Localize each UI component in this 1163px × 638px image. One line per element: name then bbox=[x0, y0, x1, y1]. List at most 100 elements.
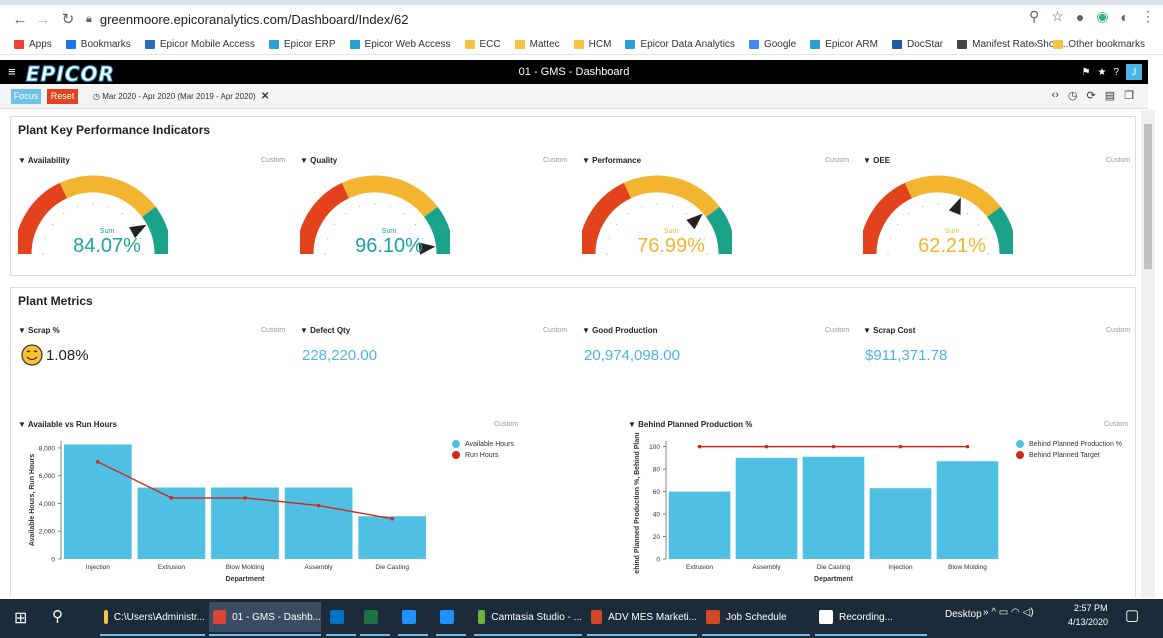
history-icon[interactable]: ◷ bbox=[1067, 90, 1078, 102]
taskbar-app[interactable] bbox=[398, 602, 428, 632]
chart-widget-label[interactable]: ▼ Behind Planned Production % bbox=[628, 420, 752, 429]
gauge-widget-label[interactable]: ▼ OEE bbox=[863, 156, 890, 165]
star-icon[interactable]: ☆ bbox=[1051, 8, 1064, 24]
metric-custom-link[interactable]: Custom bbox=[261, 327, 286, 334]
help-icon[interactable]: ? bbox=[1113, 66, 1119, 78]
favorite-star-icon[interactable]: ★ bbox=[1097, 66, 1107, 78]
bookmark-item[interactable]: Google bbox=[748, 39, 796, 50]
bar[interactable] bbox=[735, 457, 798, 559]
zoom-icon[interactable]: ⚲ bbox=[1029, 8, 1040, 24]
bookmark-item[interactable]: Apps bbox=[14, 39, 52, 50]
hamburger-menu-icon[interactable]: ≡ bbox=[8, 64, 16, 79]
desktop-toolbar[interactable]: Desktop bbox=[945, 609, 982, 620]
address-bar[interactable]: 🔒︎ greenmoore.epicoranalytics.com/Dashbo… bbox=[86, 8, 1048, 30]
copy-icon[interactable]: ❐ bbox=[1124, 90, 1134, 102]
bar[interactable] bbox=[668, 491, 731, 559]
refresh-icon[interactable]: ⟳ bbox=[1086, 90, 1096, 102]
metric-custom-link[interactable]: Custom bbox=[1106, 327, 1131, 334]
metric-widget-label[interactable]: ▼ Scrap Cost bbox=[863, 326, 915, 335]
reset-button[interactable]: Reset bbox=[47, 89, 78, 104]
windows-start-icon[interactable]: ⊞ bbox=[14, 610, 28, 627]
kebab-menu-icon[interactable]: ⋮ bbox=[1141, 8, 1155, 24]
gauge-custom-link[interactable]: Custom bbox=[1106, 157, 1131, 164]
gauge-custom-link[interactable]: Custom bbox=[543, 157, 568, 164]
bar[interactable] bbox=[869, 488, 932, 559]
bar[interactable] bbox=[936, 461, 999, 559]
clock-date[interactable]: 4/13/2020 bbox=[1068, 617, 1109, 627]
scrollbar-thumb[interactable] bbox=[1144, 124, 1152, 269]
bookmark-item[interactable]: Epicor Mobile Access bbox=[144, 39, 255, 50]
chart-custom-link[interactable]: Custom bbox=[1104, 421, 1129, 428]
gauge-widget-label[interactable]: ▼ Performance bbox=[582, 156, 641, 165]
metric-widget-label[interactable]: ▼ Scrap % bbox=[18, 326, 60, 335]
bookmark-item[interactable]: Mattec bbox=[514, 39, 560, 50]
line-point[interactable] bbox=[169, 496, 174, 500]
date-range-filter[interactable]: ◷ Mar 2020 - Apr 2020 (Mar 2019 - Apr 20… bbox=[93, 91, 269, 102]
legend-item[interactable]: Available Hours bbox=[452, 440, 514, 448]
print-icon[interactable]: ▤ bbox=[1104, 90, 1116, 102]
bar[interactable] bbox=[802, 456, 865, 559]
taskbar-app[interactable]: ADV MES Marketi... bbox=[587, 602, 697, 632]
gauge-widget-label[interactable]: ▼ Quality bbox=[300, 156, 337, 165]
focus-button[interactable]: Focus bbox=[11, 89, 41, 104]
bar[interactable] bbox=[284, 487, 353, 559]
line-point[interactable] bbox=[243, 496, 247, 500]
gauge-custom-link[interactable]: Custom bbox=[825, 157, 850, 164]
legend-item[interactable]: Behind Planned Production % bbox=[1016, 440, 1122, 448]
clock-time[interactable]: 2:57 PM bbox=[1074, 603, 1108, 613]
metric-custom-link[interactable]: Custom bbox=[825, 327, 850, 334]
chart-widget-label[interactable]: ▼ Available vs Run Hours bbox=[18, 420, 117, 429]
gauge-custom-link[interactable]: Custom bbox=[261, 157, 286, 164]
metric-custom-link[interactable]: Custom bbox=[543, 327, 568, 334]
notifications-icon[interactable]: ▢ bbox=[1125, 607, 1140, 624]
bookmark-item[interactable]: HCM bbox=[573, 39, 611, 50]
taskbar-app[interactable]: C:\Users\Administr... bbox=[100, 602, 205, 632]
chart-custom-link[interactable]: Custom bbox=[494, 421, 519, 428]
more-bookmarks-icon[interactable]: » bbox=[1031, 39, 1038, 50]
bookmark-item[interactable]: ECC bbox=[464, 39, 501, 50]
metric-widget-label[interactable]: ▼ Good Production bbox=[582, 326, 657, 335]
bookmark-item[interactable]: Manifest Rate Shop... bbox=[957, 39, 1068, 50]
shield-icon[interactable]: ◉ bbox=[1096, 8, 1109, 24]
code-icon[interactable]: ‹› bbox=[1051, 89, 1059, 101]
line-point[interactable] bbox=[96, 460, 100, 464]
gauge-widget-label[interactable]: ▼ Availability bbox=[18, 156, 70, 165]
legend-item[interactable]: Behind Planned Target bbox=[1016, 451, 1122, 459]
back-icon[interactable]: ← bbox=[12, 11, 28, 28]
legend-item[interactable]: Run Hours bbox=[452, 451, 514, 459]
tray-icons[interactable]: » ^ ▭ ◠ ◁) bbox=[983, 607, 1034, 618]
bookmark-item[interactable]: Epicor Web Access bbox=[349, 39, 451, 50]
taskbar-app[interactable]: Camtasia Studio - ... bbox=[474, 602, 582, 632]
profile-icon[interactable]: ◐ bbox=[1120, 8, 1129, 25]
flag-icon[interactable]: ⚑ bbox=[1081, 66, 1091, 78]
bookmark-item[interactable]: Bookmarks bbox=[65, 39, 131, 50]
taskbar-app[interactable] bbox=[436, 602, 466, 632]
y-tick-label: 2,000 bbox=[39, 529, 56, 536]
taskbar-app[interactable]: 01 - GMS - Dashb... bbox=[209, 602, 321, 632]
line-point[interactable] bbox=[764, 444, 769, 449]
bar[interactable] bbox=[358, 516, 427, 559]
bookmark-item[interactable]: DocStar bbox=[891, 39, 943, 50]
forward-icon[interactable]: → bbox=[35, 11, 51, 28]
taskbar-app[interactable] bbox=[326, 602, 356, 632]
clear-filter-icon[interactable]: ✕ bbox=[260, 91, 270, 102]
metric-widget-label[interactable]: ▼ Defect Qty bbox=[300, 326, 350, 335]
taskbar-app[interactable]: Recording... bbox=[815, 602, 927, 632]
line-point[interactable] bbox=[697, 444, 702, 449]
line-point[interactable] bbox=[965, 444, 970, 449]
bookmark-item[interactable]: Epicor ARM bbox=[810, 39, 878, 50]
avatar[interactable]: J bbox=[1126, 64, 1142, 80]
reload-icon[interactable]: ↻ bbox=[61, 11, 75, 28]
taskbar-app[interactable]: Job Schedule bbox=[702, 602, 810, 632]
other-bookmarks[interactable]: » Other bookmarks bbox=[1032, 39, 1145, 50]
extension-icon[interactable]: ● bbox=[1075, 8, 1085, 25]
search-icon[interactable]: ⚲ bbox=[52, 608, 63, 625]
taskbar-app[interactable] bbox=[360, 602, 390, 632]
bookmark-item[interactable]: Epicor Data Analytics bbox=[625, 39, 735, 50]
line-point[interactable] bbox=[898, 444, 903, 449]
vertical-scrollbar[interactable] bbox=[1141, 110, 1155, 597]
line-point[interactable] bbox=[831, 444, 836, 449]
line-point[interactable] bbox=[316, 503, 321, 508]
line-point[interactable] bbox=[390, 516, 395, 521]
bookmark-item[interactable]: Epicor ERP bbox=[268, 39, 336, 50]
